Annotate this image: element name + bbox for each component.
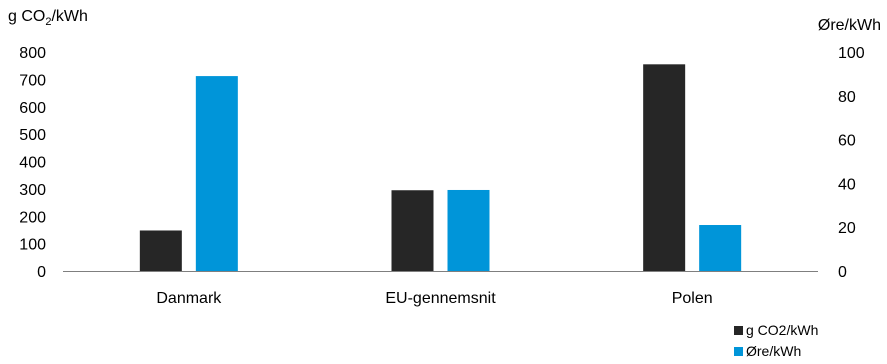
legend-swatch-price <box>734 346 743 356</box>
y-axis-left-tick-label: 800 <box>19 45 46 62</box>
bar-price-0 <box>195 76 238 271</box>
bar-co2-1 <box>391 190 434 271</box>
y-axis-right-tick-label: 80 <box>838 89 856 106</box>
legend-item-co2: g CO2/kWh <box>734 322 818 338</box>
y-axis-right-tick-label: 100 <box>838 45 865 62</box>
legend-label-co2: g CO2/kWh <box>746 322 819 338</box>
bar-co2-2 <box>643 64 686 271</box>
y-axis-left-tick-label: 100 <box>19 237 46 254</box>
y-axis-left-tick-label: 700 <box>19 72 46 89</box>
y-axis-left-tick-label: 400 <box>19 155 46 172</box>
y-axis-left-tick-label: 600 <box>19 100 46 117</box>
y-axis-left-tick-label: 0 <box>37 264 46 281</box>
x-axis-category-label: Polen <box>672 290 713 307</box>
bar-price-1 <box>447 189 490 271</box>
y-axis-right-tick-label: 20 <box>838 220 856 237</box>
y-axis-left-title: g CO2/kWh <box>8 8 88 28</box>
x-axis-category-label: EU-gennemsnit <box>385 290 496 307</box>
y-axis-left-title-post: /kWh <box>51 8 88 25</box>
y-axis-left-title-sub: 2 <box>45 16 52 29</box>
y-axis-right-title: Øre/kWh <box>817 17 881 34</box>
y-axis-left-tick-label: 300 <box>19 182 46 199</box>
x-axis-category-label: Danmark <box>156 290 222 307</box>
legend-label-price: Øre/kWh <box>746 343 802 359</box>
y-axis-right-tick-label: 60 <box>838 133 856 150</box>
y-axis-right-tick-label: 40 <box>838 176 856 193</box>
bar-price-2 <box>699 225 742 271</box>
legend-item-price: Øre/kWh <box>734 343 801 359</box>
y-axis-left-tick-label: 200 <box>19 209 46 226</box>
y-axis-left-title-pre: g CO <box>8 8 46 25</box>
bar-co2-0 <box>139 230 182 271</box>
legend-swatch-co2 <box>734 325 743 335</box>
y-axis-right-tick-label: 0 <box>838 264 847 281</box>
y-axis-left-tick-label: 500 <box>19 127 46 144</box>
